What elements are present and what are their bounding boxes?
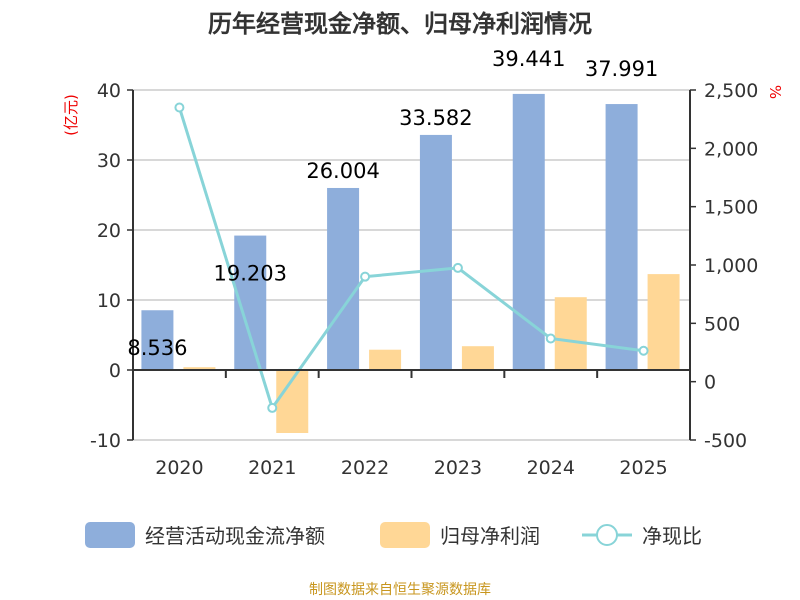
line-point — [267, 402, 278, 413]
bar-net-profit — [461, 346, 494, 370]
line-cash-ratio — [177, 107, 644, 412]
legend-label: 归母净利润 — [440, 524, 540, 548]
bar-operating-cash-flow — [419, 134, 452, 370]
legend-label: 净现比 — [642, 524, 702, 548]
bar-net-profit — [647, 274, 680, 370]
x-tick-label: 2022 — [341, 457, 389, 479]
data-label: 8.536 — [127, 336, 187, 360]
legend-swatch-operating-cash-flow — [85, 522, 135, 548]
right-tick-label: 500 — [704, 313, 740, 335]
line-point — [452, 262, 463, 273]
left-tick-label: 20 — [97, 220, 121, 242]
x-tick-label: 2023 — [434, 457, 482, 479]
bar-net-profit — [183, 367, 216, 370]
left-tick-label: 0 — [109, 360, 121, 382]
right-tick-label: 2,000 — [704, 138, 758, 160]
line-point — [174, 102, 185, 113]
legend-swatch-net-profit — [380, 522, 430, 548]
bar-net-profit — [369, 349, 402, 370]
legend-marker-cash-ratio — [596, 524, 618, 546]
right-tick-label: 1,000 — [704, 255, 758, 277]
left-tick-label: 40 — [97, 80, 121, 102]
right-tick-label: 1,500 — [704, 197, 758, 219]
x-tick-label: 2025 — [619, 457, 667, 479]
bar-operating-cash-flow — [605, 104, 638, 371]
bar-operating-cash-flow — [141, 310, 174, 370]
line-point — [545, 333, 556, 344]
data-label: 33.582 — [399, 106, 472, 130]
x-tick-label: 2020 — [155, 457, 203, 479]
x-tick-label: 2021 — [248, 457, 296, 479]
line-point — [638, 345, 649, 356]
line-point — [360, 271, 371, 282]
bar-net-profit — [554, 297, 587, 370]
right-axis-unit: % — [766, 85, 784, 99]
data-label: 26.004 — [306, 159, 379, 183]
right-tick-label: 2,500 — [704, 80, 758, 102]
right-tick-label: -500 — [704, 430, 747, 452]
bar-operating-cash-flow — [512, 93, 545, 371]
left-axis-unit: (亿元) — [62, 94, 80, 136]
bar-operating-cash-flow — [327, 187, 360, 370]
chart-title: 历年经营现金净额、归母净利润情况 — [208, 10, 592, 38]
data-label: 37.991 — [585, 57, 658, 81]
legend-label: 经营活动现金流净额 — [145, 524, 325, 548]
right-tick-label: 0 — [704, 372, 716, 394]
source-note: 制图数据来自恒生聚源数据库 — [309, 582, 491, 598]
data-label: 19.203 — [214, 262, 287, 286]
x-tick-label: 2024 — [527, 457, 575, 479]
left-tick-label: 10 — [97, 290, 121, 312]
left-tick-label: 30 — [97, 150, 121, 172]
left-tick-label: -10 — [90, 430, 121, 452]
data-label: 39.441 — [492, 47, 565, 71]
